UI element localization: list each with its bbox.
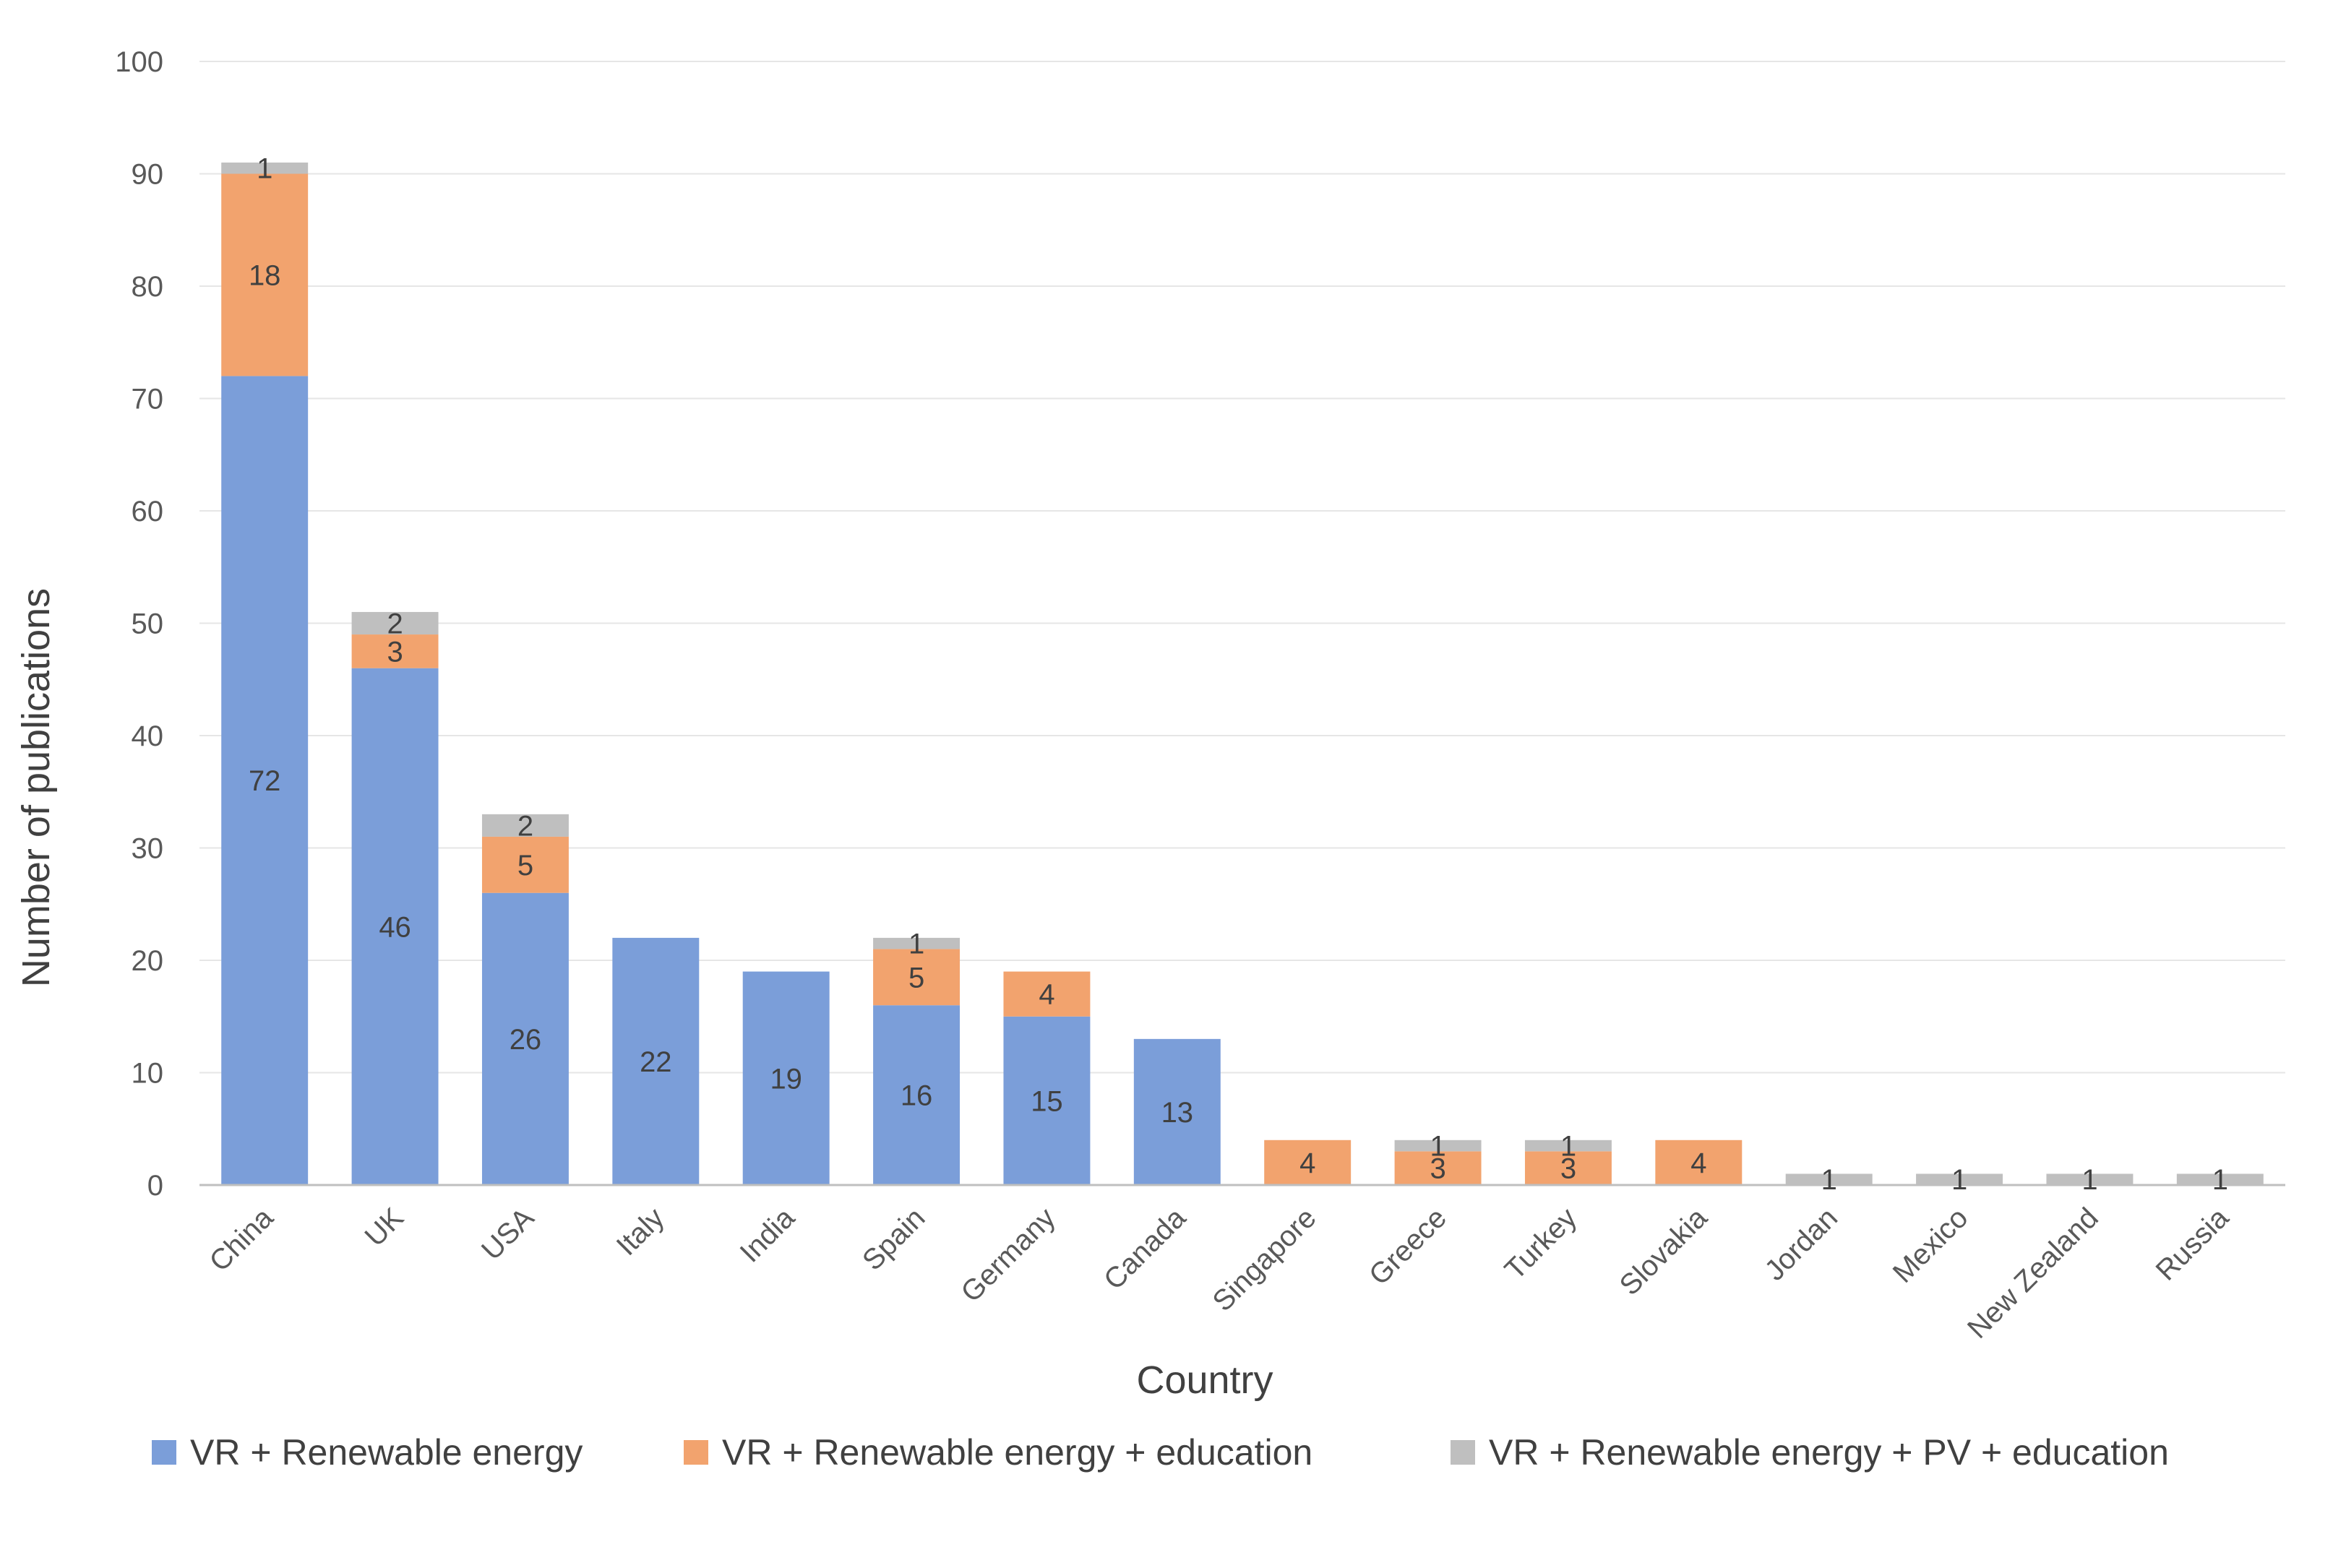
data-label: 1 [2081, 1164, 2097, 1196]
bar-segment-jordan-s3 [1785, 1173, 1873, 1185]
y-tick-label: 50 [132, 608, 164, 640]
bar-segment-spain-s2 [873, 949, 961, 1006]
data-label: 4 [1299, 1147, 1315, 1179]
bar-segment-uk-s3 [351, 611, 439, 635]
bar-segment-slovakia-s2 [1655, 1140, 1743, 1185]
data-label: 4 [1690, 1147, 1706, 1179]
bar-segment-spain-s3 [873, 937, 961, 949]
data-label: 2 [517, 810, 533, 842]
legend: VR + Renewable energy VR + Renewable ener… [152, 1432, 2169, 1473]
data-label: 1 [1430, 1131, 1445, 1163]
x-tick-label: UK [359, 1202, 411, 1253]
data-label: 1 [2212, 1164, 2228, 1196]
data-label: 2 [387, 608, 403, 640]
data-label: 19 [770, 1063, 802, 1095]
data-label: 3 [387, 636, 403, 668]
bar-segment-uk-s2 [351, 634, 439, 668]
bar-segment-canada-s1 [1133, 1038, 1221, 1185]
x-tick-label: Spain [856, 1202, 931, 1276]
data-label: 46 [379, 911, 411, 943]
data-label: 1 [908, 929, 924, 960]
data-label: 3 [1560, 1153, 1576, 1185]
bar-segment-greece-s2 [1394, 1151, 1482, 1185]
legend-label: VR + Renewable energy + education [722, 1432, 1312, 1473]
x-axis-title: Country [1136, 1358, 1273, 1402]
data-label: 4 [1039, 979, 1054, 1011]
bar-segment-turkey-s3 [1524, 1140, 1612, 1152]
legend-label: VR + Renewable energy [190, 1432, 583, 1473]
data-label: 5 [517, 850, 533, 882]
y-tick-label: 0 [147, 1170, 163, 1202]
y-tick-label: 20 [132, 945, 164, 977]
data-label: 72 [249, 765, 281, 797]
data-label: 1 [257, 153, 272, 185]
bar-segment-china-s2 [221, 173, 309, 376]
y-tick-label: 70 [132, 384, 164, 415]
x-tick-label: Jordan [1758, 1202, 1844, 1287]
data-label: 16 [901, 1080, 933, 1112]
legend-swatch [684, 1440, 708, 1465]
y-tick-label: 100 [115, 46, 163, 78]
bar-segment-china-s3 [221, 162, 309, 174]
bar-segment-russia-s3 [2176, 1173, 2264, 1185]
bar-segment-turkey-s2 [1524, 1151, 1612, 1185]
legend-swatch [1451, 1440, 1475, 1465]
x-tick-label: Russia [2150, 1202, 2235, 1287]
data-label: 5 [908, 962, 924, 994]
data-label: 13 [1161, 1097, 1194, 1129]
bar-segment-usa-s3 [481, 814, 569, 837]
data-label: 1 [1821, 1164, 1837, 1196]
y-tick-label: 80 [132, 271, 164, 303]
x-tick-label: Singapore [1206, 1202, 1322, 1317]
bar-segment-uk-s1 [351, 668, 439, 1185]
x-tick-label: Italy [611, 1202, 671, 1262]
bar-segment-spain-s1 [873, 1005, 961, 1185]
bar-segment-usa-s1 [481, 892, 569, 1185]
bar-segment-greece-s3 [1394, 1140, 1482, 1152]
data-label: 1 [1951, 1164, 1967, 1196]
x-tick-label: Germany [955, 1202, 1061, 1308]
y-tick-label: 60 [132, 496, 164, 527]
x-tick-label: New Zealand [1962, 1202, 2105, 1345]
data-label: 18 [249, 259, 281, 291]
bar-segment-china-s1 [221, 376, 309, 1185]
x-tick-label: USA [476, 1202, 540, 1266]
y-tick-label: 10 [132, 1058, 164, 1090]
y-tick-label: 40 [132, 720, 164, 752]
y-axis-title: Number of publications [14, 588, 58, 987]
legend-label: VR + Renewable energy + PV + education [1489, 1432, 2169, 1473]
x-tick-label: Turkey [1499, 1202, 1584, 1286]
data-label: 26 [510, 1024, 542, 1056]
data-label: 1 [1560, 1131, 1576, 1163]
x-tick-label: Greece [1363, 1202, 1453, 1291]
data-label: 15 [1031, 1085, 1063, 1117]
bar-segment-germany-s1 [1003, 1016, 1091, 1185]
bars [221, 162, 2264, 1185]
y-tick-label: 30 [132, 833, 164, 865]
bar-segment-india-s1 [742, 971, 830, 1185]
bar-segment-mexico-s3 [1916, 1173, 2003, 1185]
y-tick-label: 90 [132, 159, 164, 191]
x-tick-label: Slovakia [1614, 1202, 1714, 1302]
x-tick-label: Canada [1098, 1202, 1193, 1296]
bar-segment-singapore-s2 [1264, 1140, 1352, 1185]
data-label: 3 [1430, 1153, 1445, 1185]
legend-swatch [152, 1440, 176, 1465]
x-tick-label: India [734, 1202, 802, 1269]
x-tick-label: Mexico [1887, 1202, 1975, 1289]
data-label: 22 [640, 1046, 672, 1078]
bar-segment-usa-s2 [481, 836, 569, 893]
x-tick-label: China [204, 1202, 280, 1278]
bar-segment-germany-s2 [1003, 971, 1091, 1017]
bar-segment-new-zealand-s3 [2046, 1173, 2134, 1185]
bar-segment-italy-s1 [612, 937, 700, 1185]
